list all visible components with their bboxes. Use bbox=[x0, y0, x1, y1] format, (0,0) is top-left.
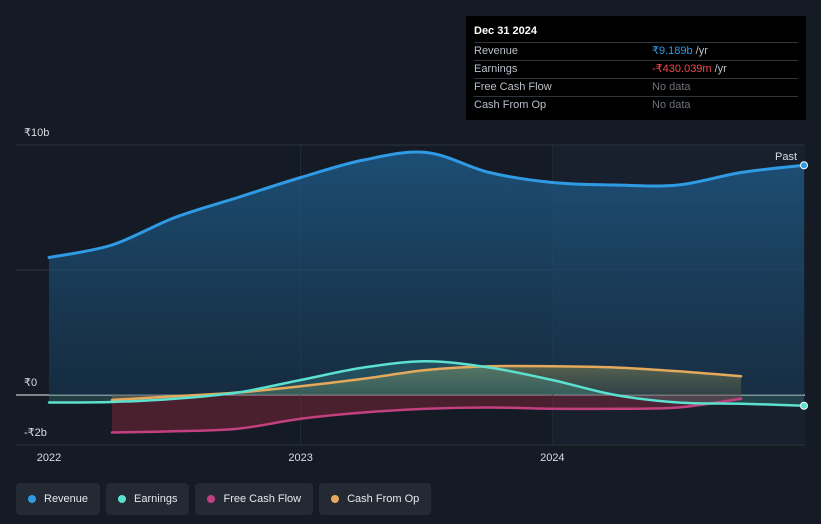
data-tooltip: Dec 31 2024 Revenue ₹9.189b /yr Earnings… bbox=[466, 16, 806, 120]
legend-label: Revenue bbox=[44, 493, 89, 505]
legend-dot-icon bbox=[118, 495, 127, 503]
y-tick-label: ₹10b bbox=[24, 127, 49, 139]
legend-dot-icon bbox=[28, 495, 36, 503]
endpoint-revenue bbox=[800, 161, 808, 170]
chart-legend: Revenue Earnings Free Cash Flow Cash Fro… bbox=[16, 483, 432, 515]
tooltip-unit: /yr bbox=[714, 63, 727, 75]
chart-area: ₹10b ₹0 -₹2b 2022 2023 2024 Past bbox=[16, 127, 808, 464]
tooltip-value: No data bbox=[652, 99, 691, 111]
area-earnings bbox=[49, 361, 804, 406]
tooltip-row-earnings: Earnings -₹430.039m /yr bbox=[474, 61, 798, 79]
series-line-revenue bbox=[47, 150, 806, 259]
tooltip-label: Earnings bbox=[474, 63, 518, 75]
tooltip-label: Cash From Op bbox=[474, 99, 547, 111]
tooltip-row-cash-from-op: Cash From Op No data bbox=[474, 97, 798, 114]
y-tick-label: -₹2b bbox=[24, 427, 47, 439]
x-tick-label: 2024 bbox=[540, 452, 564, 464]
tooltip-date: Dec 31 2024 bbox=[474, 24, 798, 43]
tooltip-value: No data bbox=[652, 81, 691, 93]
legend-label: Earnings bbox=[134, 493, 178, 505]
endpoint-earnings bbox=[800, 401, 808, 410]
tooltip-value: -₹430.039m bbox=[652, 63, 712, 75]
legend-label: Free Cash Flow bbox=[223, 493, 302, 505]
series-line-free-cash-flow bbox=[110, 397, 743, 434]
area-cash-from-op bbox=[111, 365, 742, 400]
tooltip-value: ₹9.189b bbox=[652, 45, 693, 57]
legend-label: Cash From Op bbox=[347, 493, 420, 505]
series-line-earnings bbox=[47, 359, 806, 407]
tooltip-label: Free Cash Flow bbox=[474, 81, 552, 93]
tooltip-row-free-cash-flow: Free Cash Flow No data bbox=[474, 79, 798, 97]
x-tick-label: 2022 bbox=[37, 452, 61, 464]
tooltip-label: Revenue bbox=[474, 45, 519, 57]
legend-item-earnings[interactable]: Earnings bbox=[106, 483, 190, 515]
legend-item-revenue[interactable]: Revenue bbox=[16, 483, 101, 515]
legend-item-free-cash-flow[interactable]: Free Cash Flow bbox=[195, 483, 314, 515]
area-revenue bbox=[49, 152, 804, 395]
legend-dot-icon bbox=[331, 495, 340, 503]
past-label: Past bbox=[775, 151, 797, 163]
tooltip-row-revenue: Revenue ₹9.189b /yr bbox=[474, 43, 798, 61]
legend-dot-icon bbox=[207, 495, 216, 503]
y-tick-label: ₹0 bbox=[24, 377, 37, 389]
x-tick-label: 2023 bbox=[288, 452, 312, 464]
legend-item-cash-from-op[interactable]: Cash From Op bbox=[319, 483, 432, 515]
tooltip-unit: /yr bbox=[695, 45, 708, 57]
